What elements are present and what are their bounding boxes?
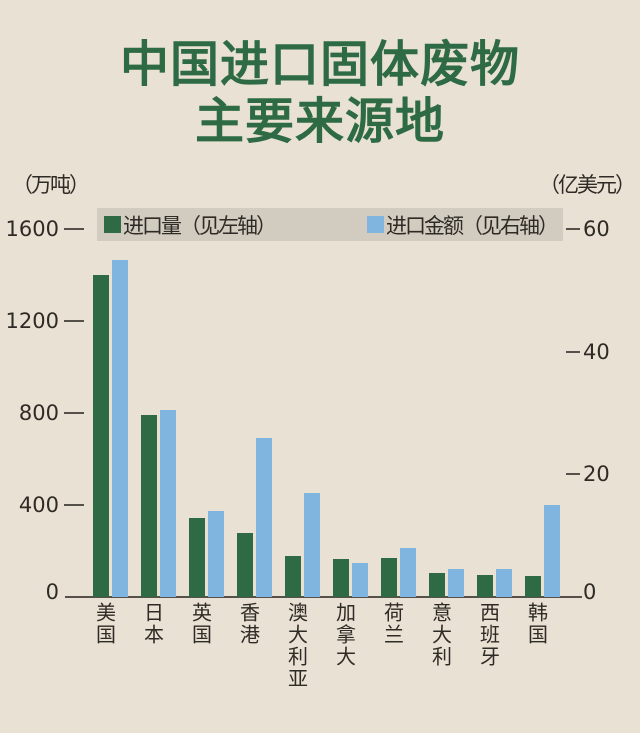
legend: 进口量（见左轴） 进口金额（见右轴） (97, 208, 563, 241)
right-axis-tick-60: 60 (583, 217, 610, 241)
x-axis-label-3: 香港 (236, 602, 261, 646)
right-axis-tick-mark (566, 228, 580, 230)
bar-volume-4 (285, 555, 301, 597)
x-axis-label-9: 韩国 (524, 602, 549, 646)
right-axis-unit: （亿美元） (539, 173, 636, 197)
legend-item-volume: 进口量（见左轴） (104, 210, 277, 240)
bar-amount-9 (544, 505, 560, 597)
x-axis-label-2: 英国 (188, 602, 213, 646)
bar-amount-5 (352, 563, 368, 597)
legend-item-amount: 进口金额（见右轴） (367, 210, 559, 240)
right-axis-tick-mark (566, 350, 580, 353)
left-axis-tick-mark (64, 504, 84, 506)
bar-volume-9 (525, 576, 541, 597)
bar-amount-6 (400, 547, 416, 597)
legend-label-volume: 进口量（见左轴） (123, 213, 277, 238)
x-axis-label-5: 加拿大 (332, 602, 357, 668)
left-axis-unit: （万吨） (12, 173, 90, 197)
legend-label-amount: 进口金额（见右轴） (386, 213, 559, 238)
x-axis-label-6: 荷兰 (380, 602, 405, 646)
chart-title-line1: 中国进口固体废物 (119, 36, 520, 93)
bar-amount-8 (496, 569, 512, 597)
bar-volume-8 (477, 575, 493, 597)
left-axis-tick-mark (64, 412, 84, 414)
legend-swatch-green (104, 216, 121, 233)
bar-volume-2 (189, 517, 205, 597)
left-axis-tick-800: 800 (18, 401, 59, 425)
legend-swatch-blue (367, 216, 384, 233)
left-axis-tick-mark (64, 228, 84, 230)
x-axis-label-4: 澳大利亚 (284, 602, 309, 690)
bar-amount-0 (112, 259, 128, 597)
right-axis-tick-20: 20 (583, 462, 610, 487)
chart-title-line2: 主要来源地 (194, 93, 445, 151)
bar-amount-1 (160, 409, 176, 597)
bar-volume-5 (333, 559, 349, 597)
left-axis-tick-400: 400 (18, 493, 59, 517)
bar-amount-7 (448, 569, 464, 597)
right-axis-tick-40: 40 (583, 339, 610, 364)
left-axis-tick-mark (64, 320, 84, 322)
bar-volume-0 (93, 275, 109, 597)
chart-title: 中国进口固体废物 主要来源地 (0, 36, 640, 151)
bar-volume-3 (237, 532, 253, 597)
x-axis-label-0: 美国 (92, 602, 117, 646)
bar-amount-3 (256, 437, 272, 597)
right-axis-tick-0: 0 (583, 580, 597, 604)
bar-volume-7 (429, 572, 445, 597)
bar-amount-4 (304, 492, 320, 597)
right-axis-tick-mark (566, 473, 580, 476)
x-axis-label-1: 日本 (140, 602, 165, 646)
bar-volume-1 (141, 415, 157, 597)
left-axis-tick-0: 0 (45, 580, 59, 604)
x-axis-label-8: 西班牙 (476, 602, 501, 668)
bar-amount-2 (208, 511, 224, 597)
x-axis-line (65, 596, 582, 598)
left-axis-tick-1200: 1200 (5, 309, 59, 333)
x-axis-label-7: 意大利 (428, 602, 453, 668)
bar-volume-6 (381, 557, 397, 597)
left-axis-tick-1600: 1600 (5, 217, 59, 241)
